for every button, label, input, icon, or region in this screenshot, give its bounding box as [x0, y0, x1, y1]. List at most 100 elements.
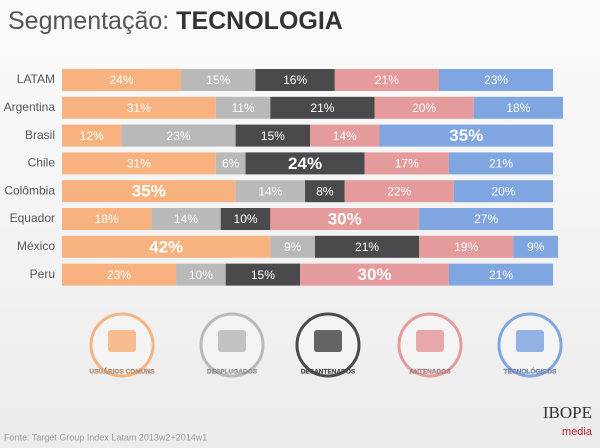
- bar-segment: [364, 152, 449, 175]
- bar-segment: [300, 263, 449, 286]
- bar-segment: [62, 263, 177, 286]
- value-label: 10%: [189, 268, 213, 282]
- bar-segment: [270, 235, 315, 258]
- legend-label: DESANTENADOS: [301, 369, 356, 376]
- value-label: 14%: [174, 212, 198, 226]
- value-label: 21%: [375, 73, 399, 87]
- bar-segment: [121, 124, 236, 147]
- bar-segment: [344, 180, 454, 203]
- bar-segment: [245, 152, 365, 175]
- value-label: 17%: [395, 157, 419, 171]
- bar-segment: [62, 208, 152, 230]
- bar-segment: [62, 69, 182, 91]
- value-label: 21%: [310, 101, 334, 115]
- category-label: Brasil: [25, 128, 55, 142]
- bar-segment: [220, 208, 271, 230]
- bar-segment: [215, 96, 271, 119]
- legend-label: TECNOLÓGICOS: [504, 367, 557, 376]
- category-label: Equador: [10, 211, 55, 225]
- value-label: 35%: [132, 182, 166, 201]
- chart-title: Segmentação: TECNOLOGIA: [8, 7, 343, 35]
- bar-segment: [151, 208, 221, 230]
- legend-label: ANTENADOS: [409, 369, 451, 376]
- value-label: 23%: [107, 268, 131, 282]
- value-label: 24%: [288, 154, 322, 173]
- category-label: Peru: [30, 267, 55, 281]
- bar-segment: [235, 180, 306, 203]
- bar-segment: [255, 69, 335, 91]
- bar-segment: [225, 263, 301, 286]
- bar-segment: [419, 235, 514, 258]
- bar-segment: [235, 124, 311, 147]
- bar-segment: [215, 152, 246, 175]
- value-label: 15%: [251, 268, 275, 282]
- category-label: Colômbia: [4, 183, 55, 197]
- bar-segment: [473, 96, 563, 119]
- value-label: 9%: [527, 240, 545, 254]
- bar-segment: [270, 208, 420, 230]
- value-label: 20%: [412, 101, 436, 115]
- title-highlight: TECNOLOGIA: [176, 7, 343, 35]
- value-label: 8%: [316, 184, 334, 198]
- bar-segment: [374, 96, 474, 119]
- bar-segment: [181, 69, 256, 91]
- category-label: Chile: [28, 156, 56, 170]
- value-label: 23%: [167, 129, 191, 143]
- bar-segment: [270, 96, 375, 119]
- bar-segment: [379, 124, 554, 147]
- bar-segment: [62, 152, 216, 175]
- value-label: 6%: [222, 157, 240, 171]
- legend-icon-glyph: [416, 330, 444, 352]
- bar-segment: [176, 263, 226, 286]
- value-label: 14%: [333, 129, 357, 143]
- value-label: 15%: [261, 129, 285, 143]
- value-label: 30%: [328, 209, 362, 228]
- bar-segment: [334, 69, 439, 91]
- legend-item: TECNOLÓGICOS: [497, 312, 563, 378]
- value-label: 11%: [231, 101, 254, 115]
- legend-label: DESPLUGADOS: [207, 369, 258, 376]
- value-label: 30%: [357, 265, 391, 284]
- value-label: 21%: [489, 268, 513, 282]
- bar-segment: [62, 235, 271, 258]
- brand: IBOPE: [543, 403, 592, 422]
- bar-segment: [305, 180, 345, 203]
- bar-segment: [62, 96, 216, 119]
- bar-segment: [453, 180, 554, 203]
- legend-icon-glyph: [516, 330, 544, 352]
- bar-segment: [62, 124, 122, 147]
- value-label: 22%: [387, 184, 411, 198]
- value-label: 31%: [127, 157, 151, 171]
- legend-item: USUÁRIOS COMUNS: [89, 312, 155, 378]
- value-label: 9%: [284, 240, 302, 254]
- legend-icon-glyph: [314, 330, 342, 352]
- bar-segment: [62, 180, 236, 203]
- title-text: Segmentação:: [8, 7, 169, 35]
- value-label: 14%: [258, 184, 282, 198]
- value-label: 27%: [474, 212, 498, 226]
- category-label: México: [17, 239, 55, 253]
- value-label: 24%: [110, 73, 134, 87]
- value-label: 10%: [234, 212, 258, 226]
- value-label: 12%: [80, 129, 104, 143]
- value-label: 21%: [489, 157, 513, 171]
- category-label: Argentina: [4, 100, 56, 114]
- value-label: 42%: [149, 237, 183, 256]
- value-label: 20%: [491, 184, 515, 198]
- legend-label: USUÁRIOS COMUNS: [89, 367, 155, 376]
- bar-segment: [448, 263, 554, 286]
- value-label: 18%: [506, 101, 530, 115]
- bar-segment: [310, 124, 380, 147]
- brand-sub: media: [562, 426, 593, 438]
- legend-icon-glyph: [108, 330, 136, 352]
- value-label: 16%: [283, 73, 307, 87]
- value-label: 15%: [206, 73, 230, 87]
- category-label: LATAM: [17, 72, 55, 86]
- value-label: 21%: [355, 240, 379, 254]
- value-label: 35%: [449, 126, 483, 145]
- bar-segment: [448, 152, 554, 175]
- legend-icon-glyph: [218, 330, 246, 352]
- value-label: 18%: [95, 212, 119, 226]
